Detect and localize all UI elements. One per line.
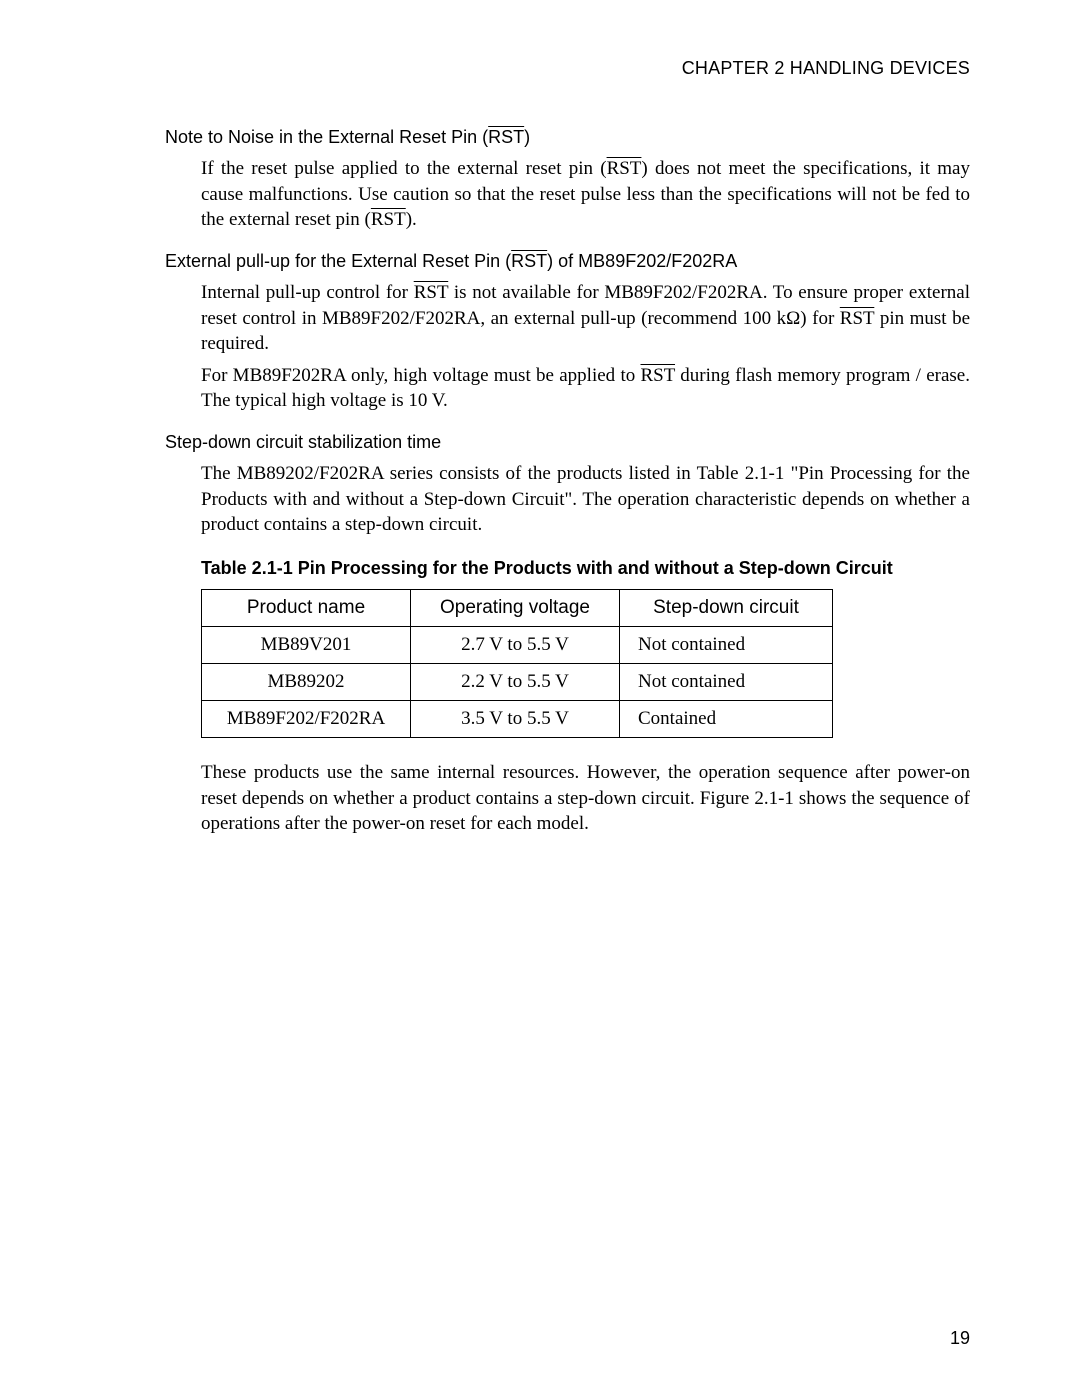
table-header-cell: Product name bbox=[202, 590, 411, 627]
section-body-stepdown-2: These products use the same internal res… bbox=[165, 760, 970, 837]
heading-text: External pull-up for the External Reset … bbox=[165, 251, 511, 271]
section-heading-pullup: External pull-up for the External Reset … bbox=[165, 251, 970, 272]
body-text: ). bbox=[406, 209, 417, 230]
rst-overline: RST bbox=[840, 308, 875, 329]
rst-overline: RST bbox=[607, 158, 642, 179]
paragraph: The MB89202/F202RA series consists of th… bbox=[201, 461, 970, 538]
table-row: MB89F202/F202RA 3.5 V to 5.5 V Contained bbox=[202, 701, 833, 738]
section-body-pullup: Internal pull-up control for RST is not … bbox=[165, 280, 970, 414]
table-cell: MB89202 bbox=[202, 664, 411, 701]
heading-text: ) of MB89F202/F202RA bbox=[547, 251, 737, 271]
heading-text: Note to Noise in the External Reset Pin … bbox=[165, 127, 488, 147]
table-cell: 2.2 V to 5.5 V bbox=[411, 664, 620, 701]
table-row: MB89202 2.2 V to 5.5 V Not contained bbox=[202, 664, 833, 701]
rst-overline: RST bbox=[641, 365, 676, 386]
table-row: MB89V201 2.7 V to 5.5 V Not contained bbox=[202, 627, 833, 664]
rst-overline: RST bbox=[511, 251, 547, 271]
table-header-row: Product name Operating voltage Step-down… bbox=[202, 590, 833, 627]
rst-overline: RST bbox=[414, 282, 449, 303]
rst-overline: RST bbox=[371, 209, 406, 230]
rst-overline: RST bbox=[488, 127, 524, 147]
table-cell: 3.5 V to 5.5 V bbox=[411, 701, 620, 738]
paragraph: If the reset pulse applied to the extern… bbox=[201, 156, 970, 233]
heading-text: ) bbox=[524, 127, 530, 147]
page: CHAPTER 2 HANDLING DEVICES Note to Noise… bbox=[0, 0, 1080, 1397]
table-header-cell: Step-down circuit bbox=[620, 590, 833, 627]
body-text: For MB89F202RA only, high voltage must b… bbox=[201, 365, 641, 386]
table-cell: MB89V201 bbox=[202, 627, 411, 664]
section-body-stepdown-1: The MB89202/F202RA series consists of th… bbox=[165, 461, 970, 538]
stepdown-table: Product name Operating voltage Step-down… bbox=[201, 589, 833, 738]
table-header-cell: Operating voltage bbox=[411, 590, 620, 627]
paragraph: These products use the same internal res… bbox=[201, 760, 970, 837]
section-body-noise: If the reset pulse applied to the extern… bbox=[165, 156, 970, 233]
table-cell: Not contained bbox=[620, 664, 833, 701]
table-cell: Contained bbox=[620, 701, 833, 738]
table-cell: 2.7 V to 5.5 V bbox=[411, 627, 620, 664]
table-cell: MB89F202/F202RA bbox=[202, 701, 411, 738]
section-heading-stepdown: Step-down circuit stabilization time bbox=[165, 432, 970, 453]
table-cell: Not contained bbox=[620, 627, 833, 664]
paragraph: For MB89F202RA only, high voltage must b… bbox=[201, 363, 970, 414]
table-caption: Table 2.1-1 Pin Processing for the Produ… bbox=[201, 558, 970, 579]
section-heading-noise: Note to Noise in the External Reset Pin … bbox=[165, 127, 970, 148]
page-number: 19 bbox=[950, 1328, 970, 1349]
paragraph: Internal pull-up control for RST is not … bbox=[201, 280, 970, 357]
body-text: If the reset pulse applied to the extern… bbox=[201, 158, 607, 179]
chapter-header: CHAPTER 2 HANDLING DEVICES bbox=[165, 58, 970, 79]
body-text: Internal pull-up control for bbox=[201, 282, 414, 303]
